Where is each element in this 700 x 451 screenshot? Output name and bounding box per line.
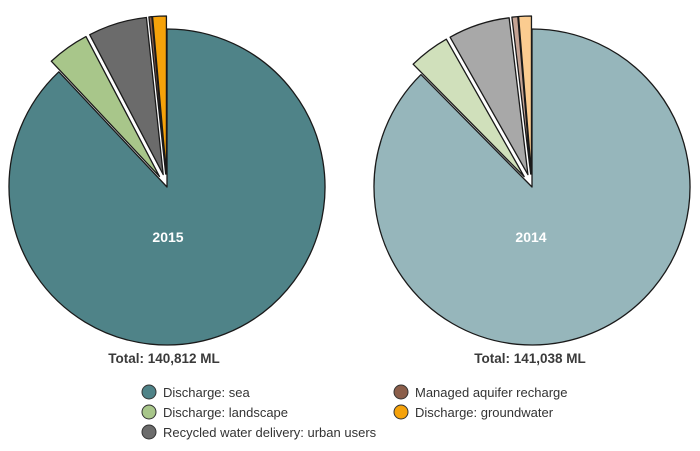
- pie-2014-total: Total: 141,038 ML: [474, 351, 586, 366]
- legend-swatch-sea: [141, 384, 157, 400]
- pie-2014-slice-groundwater: [517, 15, 533, 175]
- legend-swatch-recycled: [141, 424, 157, 440]
- pie-2015-center-label: 2015: [152, 229, 183, 245]
- legend: Discharge: sea Discharge: landscape Recy…: [141, 384, 568, 440]
- pie-2014-slice-recycled: [449, 17, 529, 176]
- pie-2014-center-label: 2014: [515, 229, 546, 245]
- pie-2014-slice-aquifer: [511, 15, 532, 175]
- legend-swatch-aquifer: [393, 384, 409, 400]
- pie-2014-slice-sea: [373, 28, 691, 346]
- legend-swatch-groundwater: [393, 404, 409, 420]
- pie-2015-slice-landscape: [50, 35, 161, 178]
- pie-2015-slice-sea: [8, 28, 326, 346]
- pie-2014: [373, 15, 691, 346]
- pie-2015-total: Total: 140,812 ML: [108, 351, 220, 366]
- pie-2015-slice-aquifer: [148, 16, 167, 175]
- legend-label-sea: Discharge: sea: [163, 385, 250, 400]
- legend-label-landscape: Discharge: landscape: [163, 405, 288, 420]
- pie-2015-slice-groundwater: [151, 15, 168, 175]
- pie-2014-slice-landscape: [412, 38, 525, 178]
- pie-2015: [8, 15, 326, 346]
- pie-2015-slice-recycled: [89, 16, 164, 176]
- legend-swatch-landscape: [141, 404, 157, 420]
- legend-label-aquifer: Managed aquifer recharge: [415, 385, 568, 400]
- legend-label-recycled: Recycled water delivery: urban users: [163, 425, 377, 440]
- legend-label-groundwater: Discharge: groundwater: [415, 405, 554, 420]
